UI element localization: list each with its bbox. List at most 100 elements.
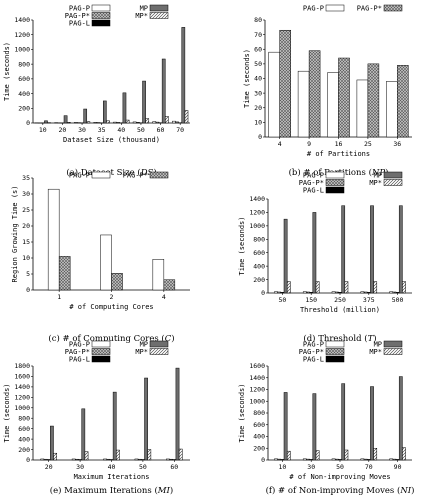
y-tick-label: 1000	[249, 397, 265, 405]
legend-swatch-pag-p	[91, 171, 111, 179]
bar-pag-p-star	[363, 458, 368, 461]
legend-swatch-pag-p-star	[91, 348, 111, 355]
y-tick-label: 30	[22, 190, 30, 198]
bar-pag-p	[331, 458, 336, 461]
bar-pag-p	[166, 458, 170, 461]
x-tick-label: 1	[57, 293, 61, 301]
panel-caption: (f) # of Non-improving Moves (NI)	[266, 485, 415, 496]
y-axis-label: Time (seconds)	[238, 383, 246, 442]
x-axis-label: # of Partitions	[307, 150, 370, 158]
bar-pag-p-star	[367, 63, 380, 138]
y-tick-label: 60	[254, 45, 262, 53]
legend-label: PAG-P	[303, 172, 324, 180]
bar-pag-p-star	[135, 122, 140, 124]
bar-pag-p-star	[175, 121, 179, 124]
y-tick-label: 1200	[14, 394, 30, 402]
y-axis-label: Region Growing Time (s)	[11, 186, 19, 283]
y-tick-label: 0	[26, 286, 30, 294]
x-tick-label: 375	[363, 296, 375, 304]
bar-pag-p-star	[163, 279, 176, 291]
y-tick-label: 1200	[249, 386, 265, 394]
y-tick-label: 600	[18, 425, 30, 433]
chart-dataset-size: 0 200 400 600 800 1000 1200 1400 Time (seconds) 1…	[3, 4, 190, 178]
bar-pag-p-star	[169, 458, 173, 461]
bar-pag-p-star	[137, 458, 142, 461]
bar-pag-p	[73, 122, 78, 124]
bar-mp-star	[53, 452, 57, 461]
bar-pag-p-star	[306, 458, 310, 461]
bar-mp-star	[145, 118, 150, 124]
legend-swatch-mp	[383, 171, 403, 179]
legend-swatch-pag-p-star	[383, 4, 403, 12]
x-tick-label: 10	[278, 463, 286, 471]
y-tick-label: 1400	[249, 195, 265, 203]
bar-pag-p-star	[392, 291, 397, 294]
x-tick-label: 250	[334, 296, 346, 304]
y-tick-label: 0	[258, 133, 262, 141]
y-tick-label: 10	[22, 254, 30, 262]
bar-pag-l	[366, 292, 371, 294]
chart-num-partitions: 0 10 20 30 40 50 60 70 80 Time (seconds) 4 9 16 25 36 #…	[243, 4, 412, 178]
x-tick-label: 90	[394, 463, 402, 471]
legend-label: PAG-P	[69, 5, 90, 13]
legend-label: MP*	[135, 12, 148, 20]
bar-pag-p	[40, 458, 45, 461]
legend-label: PAG-P*	[65, 12, 90, 20]
x-tick-label: 50	[336, 463, 344, 471]
bar-pag-l	[280, 459, 285, 461]
bar-pag-p	[389, 458, 394, 461]
y-tick-label: 400	[18, 435, 30, 443]
bar-mp	[370, 386, 374, 461]
bar-mp	[341, 205, 346, 294]
bar-pag-p-star	[111, 273, 123, 291]
x-tick-label: 50	[139, 463, 147, 471]
bar-mp-star	[66, 122, 71, 124]
bar-pag-p	[360, 291, 365, 294]
bar-mp-star	[84, 451, 89, 461]
bar-pag-l	[78, 459, 82, 461]
legend-swatch-pag-p-star	[325, 348, 345, 355]
y-tick-label: 1000	[249, 222, 265, 230]
bar-pag-p-star	[43, 458, 48, 461]
x-tick-label: 9	[307, 140, 311, 148]
bar-pag-p	[327, 72, 339, 138]
bar-pag-p	[132, 121, 137, 124]
bar-mp	[112, 391, 117, 461]
x-tick-label: 35	[98, 126, 106, 134]
y-tick-label: 0	[261, 456, 265, 464]
bar-pag-p	[152, 121, 157, 124]
bar-pag-l	[366, 459, 371, 461]
bar-mp	[144, 377, 148, 461]
bar-pag-l	[46, 459, 51, 461]
bar-pag-p-star	[277, 291, 282, 294]
y-tick-label: 200	[253, 444, 265, 452]
bar-mp	[81, 408, 86, 461]
x-axis-label: # of Computing Cores	[69, 303, 153, 311]
x-tick-label: 500	[392, 296, 404, 304]
bar-mp-star	[344, 281, 349, 294]
y-tick-label: 600	[18, 75, 30, 83]
y-tick-label: 200	[18, 104, 30, 112]
bar-pag-p	[389, 291, 394, 294]
bar-mp	[122, 92, 127, 124]
legend-swatch-pag-l	[325, 355, 345, 363]
bar-pag-l	[309, 459, 314, 461]
x-tick-label: 4	[162, 293, 166, 301]
y-tick-label: 0	[261, 289, 265, 297]
legend-label: PAG-L	[69, 20, 90, 28]
legend-swatch-mp	[149, 340, 169, 348]
x-tick-label: 25	[364, 140, 372, 148]
legend-swatch-mp	[149, 4, 169, 12]
legend-label: PAG-P*	[65, 348, 90, 356]
x-tick-label: 60	[170, 463, 178, 471]
bar-pag-p	[134, 458, 139, 461]
bar-mp	[181, 27, 186, 124]
bar-pag-l	[338, 292, 342, 294]
bar-mp	[312, 393, 317, 461]
legend-swatch-pag-p	[325, 171, 345, 179]
x-tick-label: 30	[78, 126, 86, 134]
bar-pag-p	[100, 234, 112, 291]
y-axis-label: Time (seconds)	[3, 383, 11, 442]
bar-mp	[283, 392, 288, 461]
